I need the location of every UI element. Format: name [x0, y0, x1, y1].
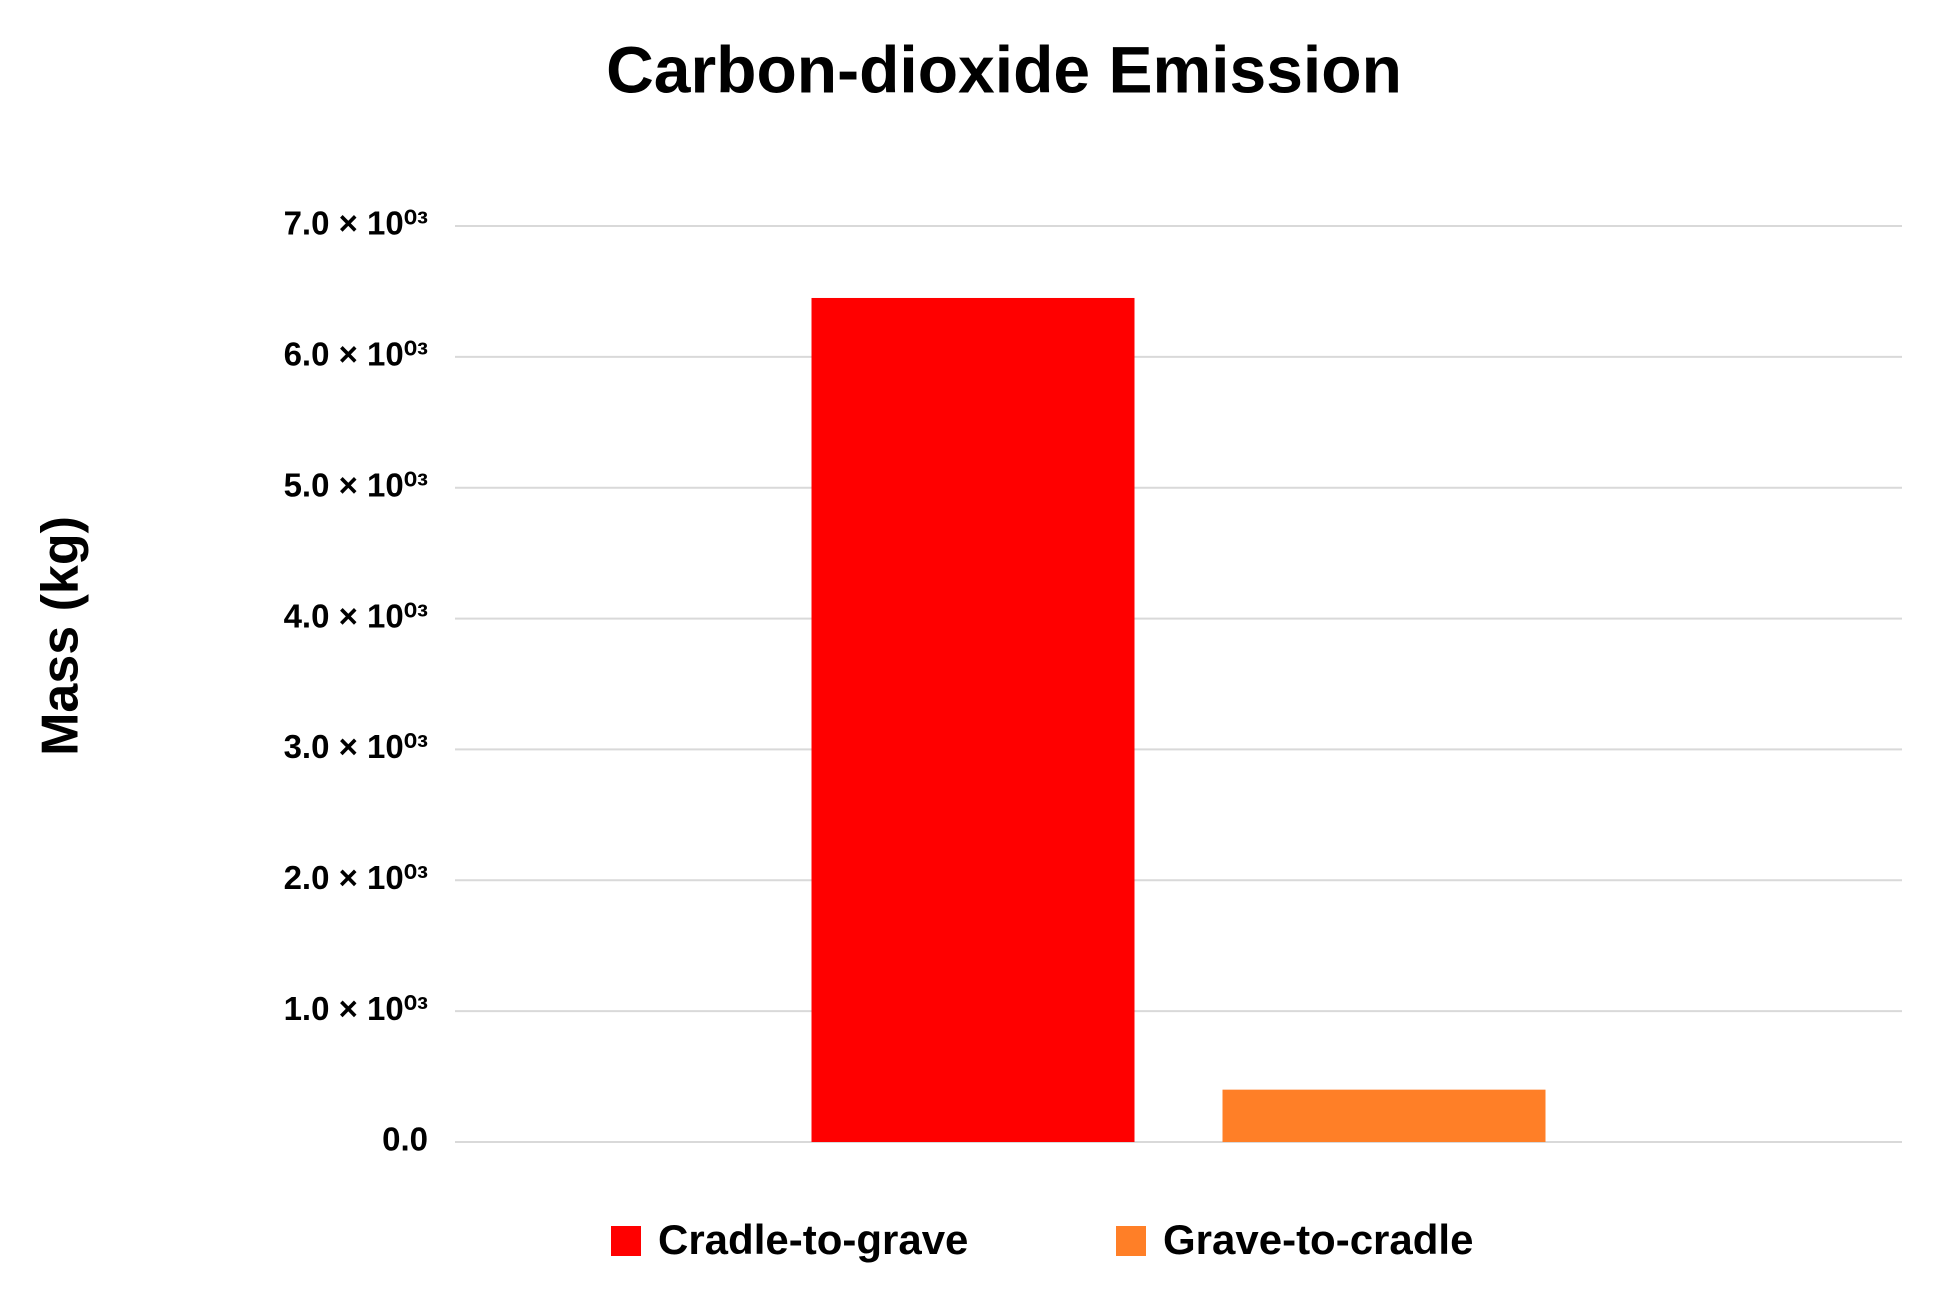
legend-label: Cradle-to-grave	[658, 1216, 968, 1263]
chart-title: Carbon-dioxide Emission	[606, 32, 1402, 106]
legend-label: Grave-to-cradle	[1163, 1216, 1473, 1263]
legend-swatch	[611, 1226, 641, 1256]
y-tick-label: 7.0 × 10⁰³	[284, 205, 428, 242]
y-tick-label: 4.0 × 10⁰³	[284, 597, 428, 634]
y-axis-label: Mass (kg)	[32, 516, 90, 756]
legend-swatch	[1116, 1226, 1146, 1256]
y-tick-label: 1.0 × 10⁰³	[284, 990, 428, 1027]
y-tick-label: 6.0 × 10⁰³	[284, 336, 428, 373]
bar	[811, 297, 1135, 1142]
y-tick-label: 2.0 × 10⁰³	[284, 859, 428, 896]
y-tick-label: 5.0 × 10⁰³	[284, 466, 428, 503]
y-tick-label: 0.0	[382, 1121, 428, 1158]
bar	[1222, 1089, 1546, 1142]
y-tick-label: 3.0 × 10⁰³	[284, 728, 428, 765]
